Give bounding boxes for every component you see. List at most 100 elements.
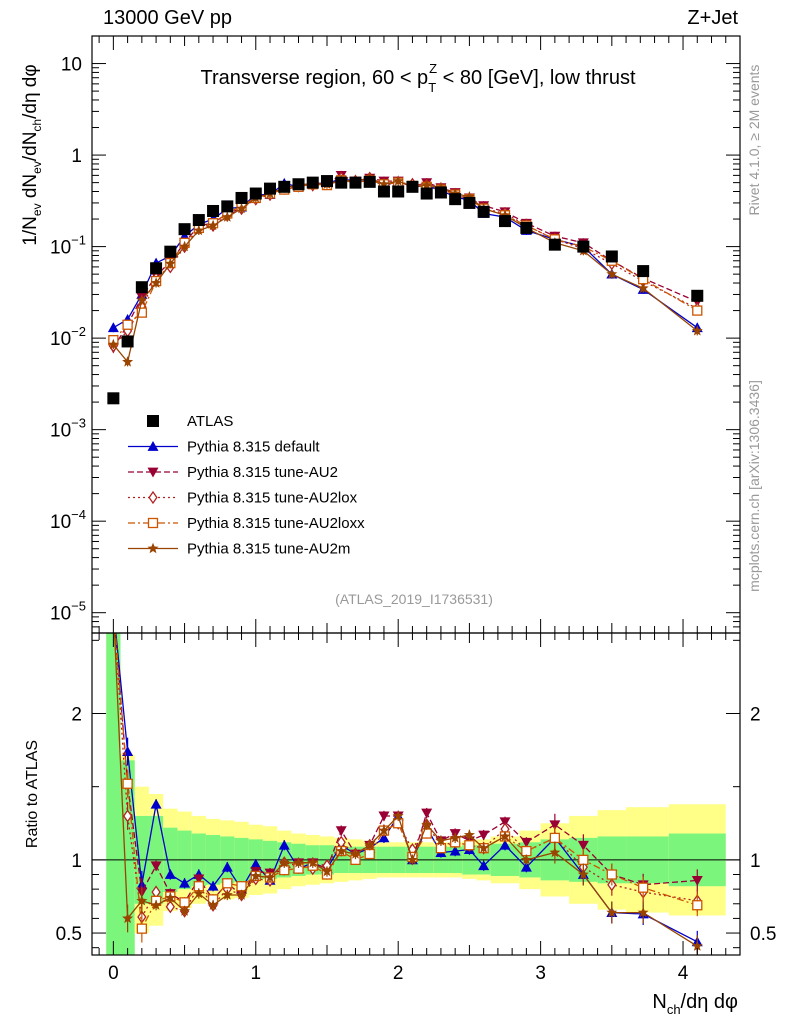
ratio-point-au2loxx	[549, 832, 561, 844]
ratio-point-au2loxx	[136, 923, 147, 934]
ratio-point-default	[164, 869, 176, 879]
ratio-point-au2loxx	[464, 840, 475, 851]
point-atlas	[264, 182, 277, 195]
ratio-point-au2	[335, 826, 347, 837]
y-tick-label-ratio-right: 1	[750, 851, 761, 872]
point-atlas	[392, 185, 405, 198]
y-tick-label-ratio: 1	[71, 851, 82, 872]
ratio-line-au2m	[113, 633, 698, 947]
ratio-point-au2m	[637, 906, 649, 918]
ratio-point-au2m	[122, 912, 134, 924]
ratio-line-au2loxx	[114, 633, 698, 931]
legend-label-au2: Pythia 8.315 tune-AU2	[187, 464, 338, 481]
ratio-point-au2loxx	[122, 778, 133, 789]
ratio-point-au2m	[236, 889, 247, 900]
main-plot-area	[92, 36, 740, 633]
ratio-point-au2m	[606, 906, 618, 918]
point-au2loxx	[692, 305, 703, 316]
point-atlas	[691, 289, 704, 302]
point-atlas	[150, 262, 163, 275]
main-series-layer	[107, 170, 704, 405]
point-au2m	[421, 179, 433, 190]
y-tick-label-main: 10−2	[50, 324, 86, 350]
legend-marker-atlas	[147, 415, 159, 427]
point-atlas	[107, 392, 120, 405]
ratio-point-default	[207, 880, 219, 891]
ratio-point-default	[150, 798, 162, 809]
point-atlas	[292, 178, 305, 191]
point-atlas	[207, 204, 220, 217]
legend-marker-default	[147, 441, 159, 451]
legend-label-au2lox: Pythia 8.315 tune-AU2lox	[187, 490, 358, 507]
x-tick-label: 2	[393, 963, 404, 984]
ratio-point-au2m	[264, 871, 276, 883]
point-atlas	[463, 196, 476, 209]
point-atlas	[121, 335, 134, 348]
analysis-id: (ATLAS_2019_I1736531)	[335, 591, 493, 607]
x-axis-label: Nch/dη dφ	[652, 991, 738, 1017]
legend-marker-au2loxx	[147, 517, 159, 529]
point-au2m	[449, 187, 461, 199]
point-atlas	[221, 200, 234, 213]
point-default	[107, 322, 119, 333]
point-au2m	[193, 224, 205, 236]
ratio-line-au2lox	[114, 633, 698, 919]
ratio-point-au2	[378, 811, 390, 822]
ratio-point-au2m	[406, 854, 418, 865]
ratio-point-au2loxx	[222, 878, 233, 889]
legend-marker-au2	[147, 467, 159, 478]
ratio-point-au2m	[293, 857, 304, 868]
point-atlas	[605, 250, 618, 263]
ratio-point-au2m	[136, 895, 148, 906]
ratio-point-au2m	[421, 819, 433, 830]
ratio-point-au2m	[207, 899, 219, 910]
point-atlas	[449, 193, 462, 206]
rivet-version: Rivet 4.1.0, ≥ 2M events	[746, 65, 762, 216]
point-atlas	[577, 240, 590, 253]
ratio-point-au2m	[221, 889, 233, 900]
series-line-default	[113, 178, 698, 329]
legend-marker-au2lox	[148, 490, 158, 505]
ratio-point-au2	[499, 817, 511, 828]
ratio-point-default	[520, 861, 532, 872]
point-atlas	[235, 191, 248, 204]
point-au2m	[499, 209, 511, 220]
ratio-point-au2m	[392, 810, 404, 821]
ratio-point-default	[250, 858, 262, 869]
point-atlas	[477, 205, 490, 218]
y-tick-label-ratio: 0.5	[56, 924, 82, 945]
ratio-point-au2m	[520, 854, 532, 865]
ratio-point-au2	[421, 808, 433, 819]
legend-label-atlas: ATLAS	[187, 413, 233, 430]
point-atlas	[637, 265, 650, 278]
y-tick-label-main: 1	[71, 146, 82, 167]
point-atlas	[548, 238, 561, 251]
series-line-au2m	[112, 177, 698, 364]
y-axis-label-main: 1/Nev dNev/dNch/dη dφ	[20, 64, 44, 245]
axes-layer: 10 1 10−1 10−2 10−3 10−4 10−5 0 1 2 3 4 0.5 0.5 1 1 2 2	[50, 35, 776, 984]
point-au2m	[136, 294, 148, 305]
series-line-au2loxx	[112, 179, 698, 341]
ratio-point-default	[499, 839, 511, 850]
ratio-point-au2m	[435, 835, 447, 846]
ratio-point-au2loxx	[638, 882, 649, 893]
ratio-point-au2loxx	[692, 900, 703, 911]
ratio-point-default	[449, 845, 461, 856]
y-tick-label-ratio-right: 0.5	[750, 924, 776, 945]
ratio-point-au2m	[691, 940, 703, 951]
point-au2m	[164, 257, 176, 269]
point-atlas	[349, 176, 362, 189]
legend-marker-au2m	[147, 542, 159, 554]
point-au2m	[221, 211, 233, 222]
ratio-point-default	[278, 839, 290, 850]
y-tick-label-main: 10	[61, 55, 82, 76]
point-atlas	[377, 185, 390, 198]
ratio-point-au2m	[463, 829, 475, 840]
x-tick-label: 3	[535, 963, 546, 984]
legend-label-au2loxx: Pythia 8.315 tune-AU2loxx	[187, 515, 365, 532]
point-atlas	[178, 223, 191, 236]
point-au2m	[463, 191, 475, 202]
point-au2m	[236, 202, 247, 214]
y-tick-label-main: 10−5	[50, 599, 86, 625]
